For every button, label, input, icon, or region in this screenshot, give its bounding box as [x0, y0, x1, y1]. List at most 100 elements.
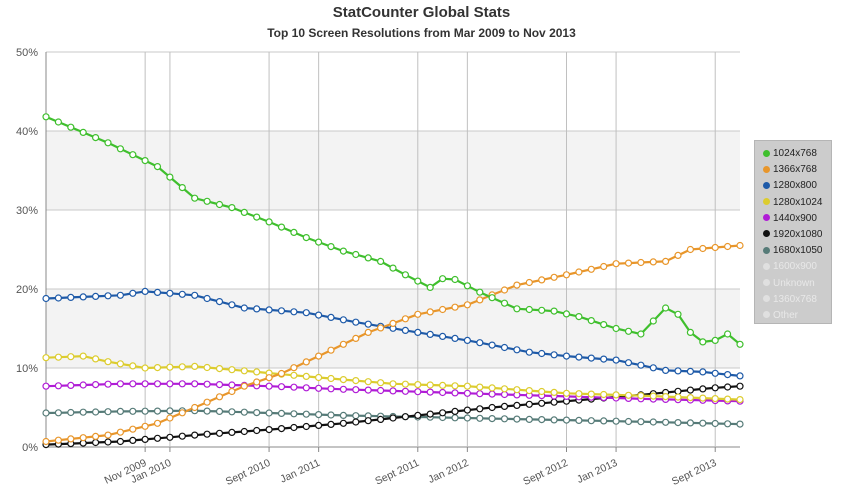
data-point: [463, 282, 471, 290]
data-point: [699, 368, 707, 376]
legend-marker-icon: [763, 214, 770, 222]
legend-item[interactable]: 1360x768: [763, 292, 831, 308]
data-point: [587, 354, 595, 362]
data-point: [265, 218, 273, 226]
data-point: [42, 382, 50, 390]
data-point: [587, 390, 595, 398]
data-point: [624, 327, 633, 335]
data-point: [215, 393, 224, 401]
data-point: [42, 354, 50, 362]
data-point: [600, 355, 608, 363]
data-point: [600, 390, 608, 399]
data-point: [575, 390, 583, 398]
plot-band: [46, 210, 740, 289]
data-point: [389, 264, 397, 272]
data-point: [612, 260, 620, 268]
data-point: [723, 330, 732, 338]
data-point: [91, 134, 100, 142]
data-point: [67, 381, 75, 389]
plot-band: [46, 52, 740, 131]
data-point: [661, 366, 670, 374]
data-point: [686, 245, 695, 254]
data-point: [488, 384, 496, 392]
data-point: [265, 374, 273, 382]
data-point: [141, 287, 149, 295]
data-point: [327, 313, 335, 321]
data-point: [240, 408, 248, 416]
legend: 1024x768 1366x768 1280x800 1280x1024 1440x90…: [754, 140, 832, 324]
data-point: [203, 294, 211, 303]
data-point: [42, 437, 50, 446]
data-point: [339, 419, 347, 427]
data-point: [91, 292, 100, 300]
x-tick-label: Sept 2013: [670, 457, 719, 488]
data-point: [538, 399, 546, 407]
data-point: [637, 392, 645, 400]
legend-item[interactable]: Unknown: [763, 276, 831, 292]
data-point: [302, 358, 310, 366]
data-point: [327, 411, 335, 419]
data-point: [513, 281, 521, 289]
legend-item[interactable]: 1280x800: [763, 178, 831, 194]
data-point: [711, 336, 719, 344]
data-point: [116, 360, 125, 368]
data-point: [550, 416, 558, 424]
data-point: [54, 382, 63, 390]
legend-item[interactable]: 1920x1080: [763, 227, 831, 243]
legend-marker-icon: [763, 262, 770, 270]
legend-label: Unknown: [773, 277, 815, 289]
data-point: [612, 324, 620, 333]
data-point: [191, 362, 199, 370]
y-axis: 0% 10% 20% 30% 40% 50%: [16, 47, 38, 454]
data-point: [439, 275, 447, 283]
data-point: [525, 387, 533, 395]
data-point: [104, 139, 112, 147]
legend-item[interactable]: 1366x768: [763, 162, 831, 178]
data-point: [153, 434, 162, 442]
data-point: [191, 291, 199, 299]
data-point: [699, 385, 707, 393]
data-point: [736, 420, 744, 428]
data-point: [54, 409, 63, 417]
data-point: [624, 259, 633, 267]
data-point: [463, 414, 471, 422]
legend-label: 1280x800: [773, 180, 817, 192]
legend-label: 1360x768: [773, 293, 817, 305]
data-point: [178, 380, 186, 388]
data-point: [129, 362, 137, 370]
data-point: [476, 339, 484, 347]
data-point: [476, 405, 484, 413]
data-point: [91, 432, 100, 440]
data-point: [116, 380, 125, 388]
data-point: [401, 380, 409, 388]
legend-marker-icon: [763, 165, 770, 173]
legend-item[interactable]: Other: [763, 308, 831, 324]
legend-item[interactable]: 1024x768: [763, 146, 831, 162]
x-tick-label: Sept 2011: [373, 457, 421, 488]
data-point: [674, 387, 682, 395]
data-point: [649, 392, 657, 400]
data-point: [166, 380, 174, 388]
data-point: [723, 371, 732, 379]
data-point: [129, 289, 137, 297]
data-point: [723, 395, 732, 403]
data-point: [637, 330, 645, 338]
legend-item[interactable]: 1440x900: [763, 211, 831, 227]
data-point: [736, 382, 744, 390]
data-point: [228, 428, 236, 436]
legend-item[interactable]: 1600x900: [763, 259, 831, 275]
data-point: [327, 420, 335, 428]
legend-item[interactable]: 1680x1050: [763, 243, 831, 259]
data-point: [315, 411, 323, 419]
data-point: [141, 364, 149, 372]
data-point: [178, 432, 186, 440]
data-point: [723, 420, 732, 428]
legend-item[interactable]: 1280x1024: [763, 195, 831, 211]
data-point: [240, 382, 248, 390]
data-point: [463, 336, 471, 344]
data-point: [166, 173, 174, 181]
data-point: [624, 391, 633, 399]
data-point: [600, 321, 608, 329]
data-point: [203, 407, 211, 415]
data-point: [290, 423, 298, 432]
